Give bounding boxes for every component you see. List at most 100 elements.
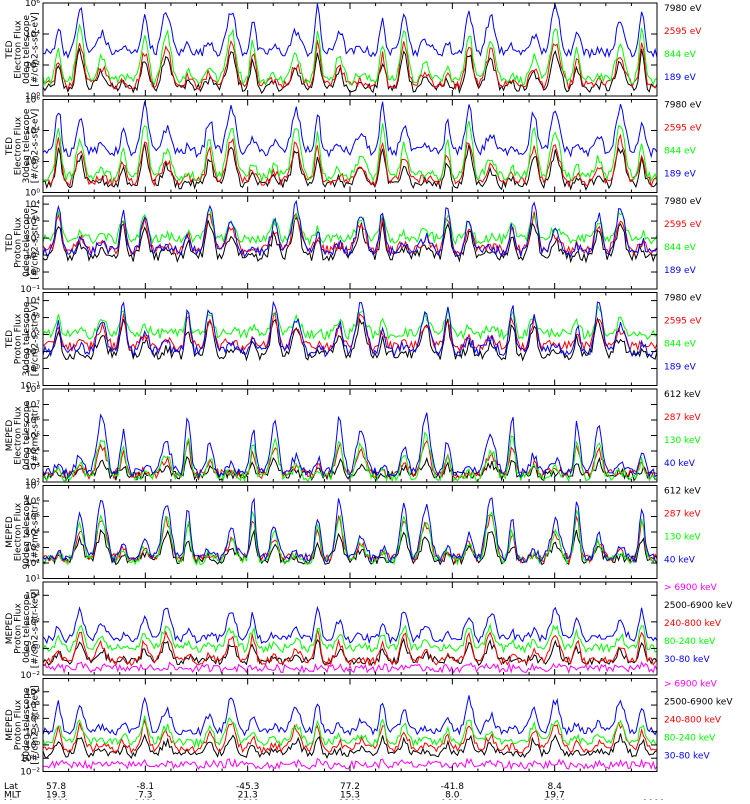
legend-entry: 612 keV: [664, 390, 701, 400]
time-row-label: Lat: [4, 782, 19, 792]
y-axis-label: Electron Flux: [14, 502, 24, 561]
series-8-4: [43, 715, 657, 749]
y-axis-label: [#/cm2-s-str-keV]: [31, 589, 41, 668]
y-tick-label: 10⁴: [25, 30, 40, 40]
legend-entry: 844 eV: [664, 340, 697, 350]
series-7-4: [43, 622, 657, 654]
y-axis-label: TED: [5, 330, 15, 349]
y-tick-label: 10⁻²: [20, 768, 40, 778]
y-tick-label: 10¹: [25, 575, 40, 585]
y-tick-label: 10²: [25, 714, 40, 724]
y-tick-label: 10⁷: [25, 401, 40, 411]
y-tick-label: 10¹: [25, 251, 40, 261]
legend-entry: 130 keV: [664, 436, 701, 446]
legend-entry: 80-240 keV: [664, 734, 716, 744]
panel-frame: [42, 388, 658, 483]
legend-entry: 2595 eV: [664, 27, 702, 37]
legend-entry: 7980 eV: [664, 294, 702, 304]
series-4-2: [43, 311, 657, 353]
time-cell-mlt: 8.0: [445, 791, 460, 801]
y-tick-label: 10³: [25, 544, 40, 554]
legend-entry: 240-800 keV: [664, 619, 722, 629]
time-cell-lat: 57.8: [46, 782, 66, 792]
series-8-3: [43, 718, 657, 755]
legend-entry: 612 keV: [664, 487, 701, 497]
legend-entry: > 6900 keV: [664, 680, 718, 690]
time-cell-mlt: 21.3: [238, 791, 258, 801]
legend-entry: 844 eV: [664, 147, 697, 157]
series-5-1: [43, 455, 657, 482]
time-cell-lat: 77.2: [340, 782, 360, 792]
series-5-4: [43, 412, 657, 479]
y-axis-label: 90deg telescope: [22, 494, 32, 569]
y-tick-label: 10⁻¹: [20, 285, 40, 295]
series-3-3: [43, 209, 657, 247]
legend-entry: 80-240 keV: [664, 637, 716, 647]
y-axis-label: [#/cm2-s-str-eV]: [31, 302, 41, 377]
legend-entry: 287 keV: [664, 413, 701, 423]
y-tick-label: 10²: [25, 234, 40, 244]
y-tick-label: 10⁰: [25, 644, 40, 654]
y-tick-label: 10⁸: [25, 385, 40, 395]
y-axis-label: Proton Flux: [14, 313, 24, 364]
y-tick-label: 10⁶: [25, 0, 40, 9]
y-axis-label: 0deg telescope: [22, 594, 32, 664]
y-axis-label: 30deg telescope: [22, 108, 32, 183]
time-row-label: MLT: [4, 791, 22, 801]
time-cell-lat: -8.1: [137, 782, 155, 792]
legend-entry: 240-800 keV: [664, 716, 722, 726]
y-axis-label: Electron Flux: [14, 406, 24, 465]
panel-frame: [42, 678, 658, 772]
legend-entry: > 6900 keV: [664, 583, 718, 593]
y-axis-label: Proton Flux: [14, 699, 24, 750]
y-tick-label: 10⁰: [25, 268, 40, 278]
y-tick-label: 10¹: [25, 348, 40, 358]
legend-entry: 7980 eV: [664, 101, 702, 111]
y-tick-label: 10²: [25, 478, 40, 488]
series-1-3: [43, 23, 657, 87]
y-tick-label: 10⁴: [25, 297, 40, 307]
y-tick-label: 10³: [25, 314, 40, 324]
y-axis-label: Proton Flux: [14, 217, 24, 268]
time-cell-mlt: 7.3: [138, 791, 152, 801]
series-3-1: [43, 217, 657, 264]
y-tick-label: 10⁵: [25, 432, 40, 442]
legend-entry: 2595 eV: [664, 124, 702, 134]
time-cell-lat: -45.3: [236, 782, 259, 792]
series-6-3: [43, 509, 657, 566]
y-tick-label: 10²: [25, 331, 40, 341]
y-axis-label: TED: [5, 40, 15, 59]
y-axis-label: Proton Flux: [14, 603, 24, 654]
y-tick-label: 10⁰: [25, 189, 40, 199]
legend-entry: 2500-6900 keV: [664, 698, 733, 708]
y-axis-label: 90deg telescope: [22, 687, 32, 762]
legend-entry: 844 eV: [664, 243, 697, 253]
y-tick-label: 10⁶: [25, 96, 40, 106]
y-tick-label: 10⁰: [25, 741, 40, 751]
y-tick-label: 10²: [25, 158, 40, 168]
y-axis-label: 0deg telescope: [22, 208, 32, 278]
y-axis-label: MEPED: [5, 613, 15, 645]
series-8-5: [43, 695, 657, 737]
y-tick-label: 10⁻²: [20, 671, 40, 681]
series-2-1: [43, 143, 657, 191]
series-4-3: [43, 304, 657, 341]
y-axis-label: TED: [5, 233, 15, 252]
y-axis-label: [#/cm2-s-str]: [31, 405, 41, 465]
y-tick-label: 10⁴: [25, 591, 40, 601]
y-tick-label: 10⁰: [25, 365, 40, 375]
time-cell-mlt: 19.3: [46, 791, 66, 801]
y-tick-label: 10⁴: [25, 200, 40, 210]
series-7-5: [43, 605, 657, 645]
y-tick-label: 10¹: [25, 728, 40, 738]
series-7-2: [43, 637, 657, 667]
legend-entry: 40 keV: [664, 556, 696, 566]
y-axis-label: Electron Flux: [14, 116, 24, 175]
